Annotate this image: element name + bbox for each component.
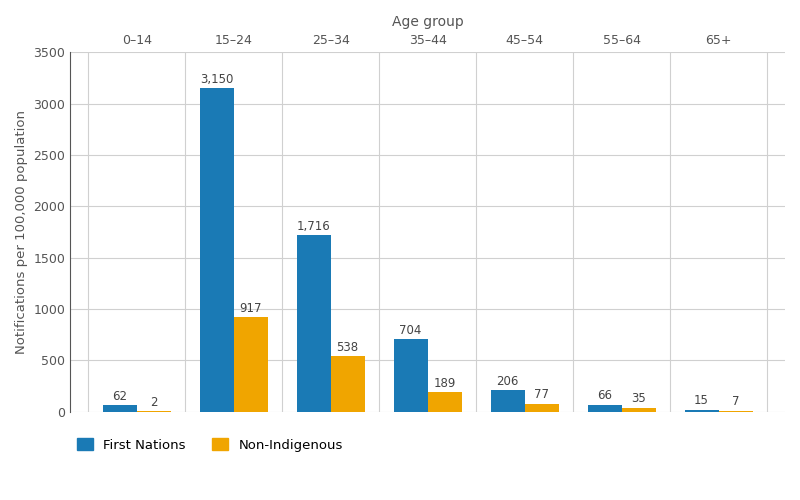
- Text: 7: 7: [732, 396, 739, 408]
- Bar: [297, 236, 330, 412]
- Text: 35: 35: [631, 392, 646, 406]
- Legend: First Nations, Non-Indigenous: First Nations, Non-Indigenous: [77, 438, 343, 452]
- Bar: [622, 408, 655, 412]
- Text: 2: 2: [150, 396, 158, 409]
- X-axis label: Age group: Age group: [392, 15, 463, 29]
- Bar: [102, 405, 137, 411]
- Bar: [428, 392, 462, 411]
- Text: 538: 538: [337, 340, 358, 353]
- Bar: [234, 318, 268, 412]
- Text: 3,150: 3,150: [200, 72, 234, 86]
- Text: 15: 15: [694, 394, 709, 407]
- Bar: [588, 405, 622, 411]
- Bar: [490, 390, 525, 411]
- Bar: [394, 340, 428, 411]
- Text: 206: 206: [497, 375, 519, 388]
- Bar: [718, 411, 753, 412]
- Text: 62: 62: [112, 390, 127, 402]
- Bar: [525, 404, 558, 411]
- Text: 1,716: 1,716: [297, 220, 330, 233]
- Y-axis label: Notifications per 100,000 population: Notifications per 100,000 population: [15, 110, 28, 354]
- Text: 66: 66: [597, 389, 612, 402]
- Text: 189: 189: [434, 376, 456, 390]
- Bar: [200, 88, 234, 412]
- Bar: [685, 410, 718, 412]
- Text: 77: 77: [534, 388, 549, 401]
- Text: 704: 704: [399, 324, 422, 336]
- Bar: [330, 356, 365, 412]
- Text: 917: 917: [239, 302, 262, 315]
